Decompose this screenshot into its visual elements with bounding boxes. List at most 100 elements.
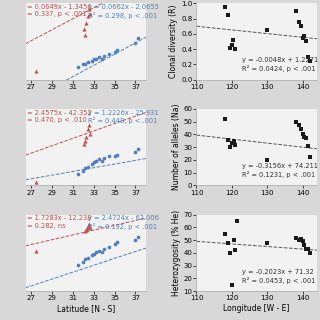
Point: [86, 13, 91, 19]
Point: [293, 235, 298, 240]
Point: [297, 237, 302, 243]
Point: [304, 136, 309, 141]
Point: [302, 243, 307, 248]
Point: [222, 231, 227, 236]
Point: [91, 160, 96, 165]
Point: [89, 161, 94, 166]
Point: [86, 223, 91, 228]
Point: [229, 43, 235, 48]
Point: [112, 49, 117, 54]
Point: [114, 47, 119, 52]
Point: [82, 26, 87, 31]
Text: = 0.0649x - 1.3456
= 0.337, p < .001: = 0.0649x - 1.3456 = 0.337, p < .001: [27, 4, 91, 18]
Point: [85, 226, 90, 231]
Point: [34, 69, 39, 74]
Point: [302, 134, 307, 140]
Point: [302, 34, 307, 39]
Point: [307, 58, 312, 63]
Point: [34, 180, 39, 185]
Point: [298, 127, 303, 132]
Point: [93, 56, 98, 61]
Point: [83, 61, 88, 66]
Point: [135, 36, 140, 41]
Point: [114, 240, 119, 245]
Point: [293, 119, 298, 124]
Point: [87, 7, 92, 12]
Point: [83, 257, 88, 262]
Point: [307, 155, 312, 160]
Point: [91, 57, 96, 62]
X-axis label: Longitude [W - E]: Longitude [W - E]: [223, 304, 290, 313]
Point: [84, 20, 89, 25]
Point: [112, 241, 117, 246]
Point: [86, 255, 91, 260]
Point: [265, 28, 270, 33]
Point: [101, 53, 107, 59]
Point: [114, 152, 119, 157]
Point: [135, 234, 140, 239]
Point: [89, 59, 94, 64]
Point: [304, 246, 309, 252]
Point: [228, 145, 233, 150]
Point: [107, 52, 112, 57]
Point: [81, 62, 86, 67]
Point: [230, 37, 235, 43]
Point: [229, 141, 235, 146]
Text: = 1.7283x - 12.238
= 0.282, ns: = 1.7283x - 12.238 = 0.282, ns: [27, 215, 91, 229]
Point: [112, 154, 117, 159]
Text: = 2.4575x - 42.352
= 0.470, p < .010: = 2.4575x - 42.352 = 0.470, p < .010: [27, 110, 92, 123]
Point: [101, 155, 107, 160]
Point: [226, 12, 231, 17]
Point: [300, 132, 305, 137]
Point: [96, 248, 101, 253]
Point: [83, 229, 88, 234]
Point: [222, 4, 227, 10]
Point: [96, 54, 101, 60]
Point: [86, 126, 91, 132]
Point: [304, 39, 309, 44]
Text: y = 0.0662x - 2.0655
R² = 0.298, p < .001: y = 0.0662x - 2.0655 R² = 0.298, p < .00…: [88, 4, 159, 19]
Point: [34, 248, 39, 253]
Point: [84, 227, 89, 232]
Point: [84, 134, 89, 139]
Point: [232, 47, 237, 52]
Point: [265, 240, 270, 245]
Point: [222, 116, 227, 122]
Point: [229, 282, 235, 287]
Point: [75, 64, 80, 69]
Point: [96, 157, 101, 162]
Point: [228, 250, 233, 255]
Point: [226, 137, 231, 142]
Point: [233, 248, 238, 253]
Point: [83, 32, 88, 37]
Point: [135, 146, 140, 151]
Point: [297, 20, 302, 25]
Point: [81, 169, 86, 174]
Point: [100, 158, 105, 164]
Point: [75, 262, 80, 267]
Point: [297, 123, 302, 128]
Point: [305, 54, 310, 60]
Point: [101, 247, 107, 252]
Point: [100, 57, 105, 62]
Y-axis label: Number of alleles (Na): Number of alleles (Na): [172, 104, 180, 190]
Point: [81, 260, 86, 265]
Point: [83, 139, 88, 144]
Point: [133, 149, 138, 154]
Point: [300, 239, 305, 244]
Point: [231, 138, 236, 143]
Point: [305, 246, 310, 252]
Text: y = -0.0048x + 1.2271
R² = 0.0424, p < .001: y = -0.0048x + 1.2271 R² = 0.0424, p < .…: [242, 57, 318, 72]
Y-axis label: Heterozygosity (% He): Heterozygosity (% He): [172, 210, 180, 296]
Point: [231, 237, 236, 243]
Point: [133, 41, 138, 46]
Point: [305, 143, 310, 148]
Point: [87, 222, 92, 227]
Point: [75, 172, 80, 177]
Text: y = 2.4724x - 62.006
R² = 0.192, p < .001: y = 2.4724x - 62.006 R² = 0.192, p < .00…: [88, 215, 159, 230]
Y-axis label: Clonal diversity (R): Clonal diversity (R): [169, 5, 178, 78]
Point: [93, 250, 98, 255]
Point: [300, 35, 305, 40]
Point: [107, 244, 112, 249]
Point: [265, 157, 270, 163]
